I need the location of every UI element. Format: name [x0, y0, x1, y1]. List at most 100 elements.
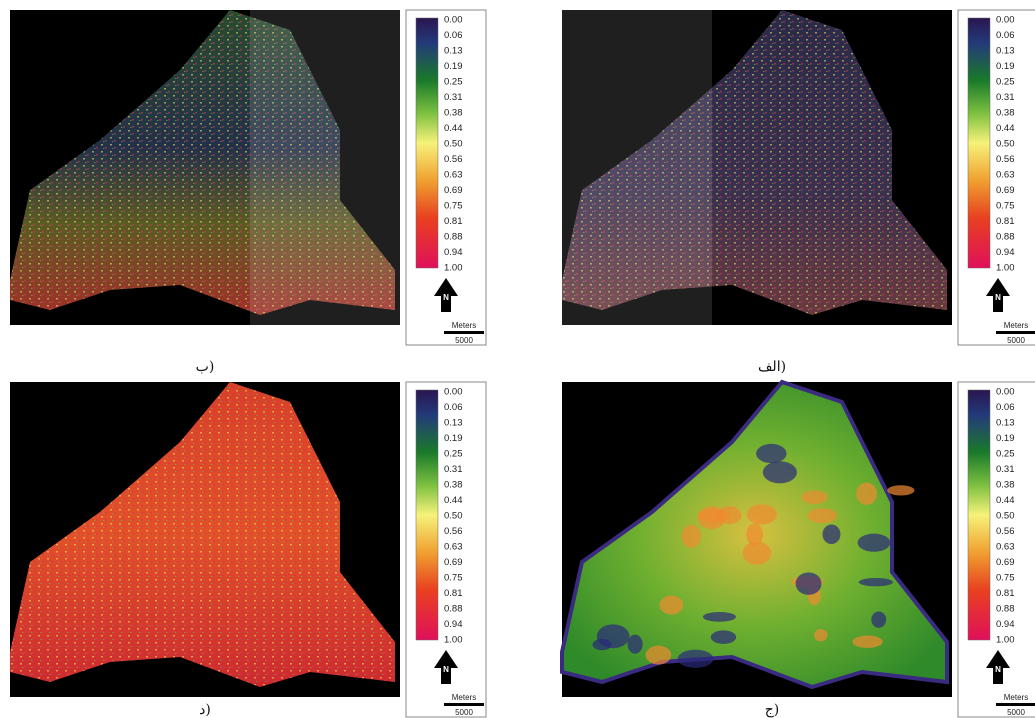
color-ramp — [968, 18, 990, 268]
legend-label: 0.94 — [996, 619, 1015, 630]
legend-label: 0.31 — [996, 464, 1015, 475]
map-blob — [859, 578, 893, 586]
scale-bar — [444, 703, 484, 706]
legend-label: 1.00 — [444, 635, 463, 646]
legend-label: 0.56 — [996, 526, 1015, 537]
legend-label: 0.69 — [996, 557, 1015, 568]
scale-unit: Meters — [1004, 321, 1028, 330]
color-ramp — [416, 390, 438, 640]
legend-label: 0.38 — [444, 108, 463, 119]
map-blob — [628, 635, 643, 654]
legend-label: 0.88 — [996, 604, 1015, 615]
scale-value: 5000 — [1007, 708, 1025, 717]
legend-label: 0.06 — [996, 30, 1015, 41]
map-blob — [856, 483, 877, 505]
legend-label: 0.31 — [444, 464, 463, 475]
legend-label: 0.56 — [996, 154, 1015, 165]
legend-label: 0.88 — [444, 232, 463, 243]
legend-label: 0.13 — [444, 46, 463, 57]
watermark-overlay — [562, 10, 712, 325]
map-blob — [756, 444, 786, 463]
legend-label: 0.00 — [996, 15, 1015, 26]
legend-label: 0.31 — [996, 92, 1015, 103]
legend-label: 1.00 — [996, 635, 1015, 646]
north-label: N — [443, 665, 449, 674]
legend-label: 0.56 — [444, 154, 463, 165]
legend: 0.000.060.130.190.250.310.380.440.500.56… — [958, 382, 1035, 717]
legend-label: 0.50 — [444, 139, 463, 150]
legend-label: 0.81 — [444, 216, 463, 227]
map-blob — [717, 506, 742, 524]
map-blob — [887, 485, 914, 495]
map-blob — [743, 542, 772, 565]
scale-bar — [996, 331, 1035, 334]
map-blob — [747, 504, 777, 524]
map-blob — [858, 534, 891, 552]
legend-label: 0.81 — [996, 588, 1015, 599]
legend-label: 0.13 — [996, 418, 1015, 429]
legend-label: 0.63 — [444, 542, 463, 553]
map-blob — [871, 612, 886, 628]
legend-label: 0.94 — [444, 619, 463, 630]
legend-label: 0.13 — [996, 46, 1015, 57]
map-blob — [814, 629, 827, 641]
map-panel: 0.000.060.130.190.250.310.380.440.500.56… — [10, 382, 486, 718]
legend-label: 0.75 — [996, 573, 1015, 584]
color-ramp — [968, 390, 990, 640]
color-ramp — [416, 18, 438, 268]
scale-unit: Meters — [452, 693, 476, 702]
legend-label: 0.44 — [996, 123, 1015, 134]
panel-caption: ج) — [765, 702, 780, 718]
map-panel: 0.000.060.130.190.250.310.380.440.500.56… — [10, 10, 486, 375]
figure: 0.00 0.06 0.13 0.19 0.25 0.31 0.38 0.44 0.50 0.56… — [0, 0, 1035, 718]
legend-label: 0.44 — [444, 495, 463, 506]
watermark-overlay — [250, 10, 400, 325]
legend-label: 0.69 — [444, 557, 463, 568]
legend-label: 0.19 — [996, 61, 1015, 72]
legend-label: 0.69 — [996, 185, 1015, 196]
legend-label: 0.75 — [444, 201, 463, 212]
legend-label: 0.63 — [996, 542, 1015, 553]
map-blob — [682, 525, 701, 548]
legend-label: 0.25 — [996, 77, 1015, 88]
legend-label: 0.19 — [444, 61, 463, 72]
map-blob — [597, 624, 630, 648]
legend-label: 0.94 — [444, 247, 463, 258]
legend-label: 0.44 — [444, 123, 463, 134]
legend-label: 0.19 — [444, 433, 463, 444]
legend-label: 0.50 — [996, 511, 1015, 522]
map-panel: 0.00 0.06 0.13 0.19 0.25 0.31 0.38 0.44 0.50 0.56… — [562, 10, 1035, 375]
legend-label: 0.81 — [444, 588, 463, 599]
legend-label: 0.75 — [996, 201, 1015, 212]
legend: 0.000.060.130.190.250.310.380.440.500.56… — [406, 10, 486, 345]
legend-label: 0.94 — [996, 247, 1015, 258]
legend-label: 0.50 — [996, 139, 1015, 150]
legend-label: 0.38 — [996, 108, 1015, 119]
legend-label: 0.88 — [996, 232, 1015, 243]
legend-label: 0.88 — [444, 604, 463, 615]
scale-unit: Meters — [1004, 693, 1028, 702]
panel-caption: ب) — [196, 359, 215, 375]
panel-caption: الف) — [758, 359, 786, 375]
scale-value: 5000 — [455, 708, 473, 717]
map-blob — [711, 630, 736, 644]
legend-label: 0.38 — [444, 480, 463, 491]
legend-label: 0.56 — [444, 526, 463, 537]
map-blob — [646, 646, 672, 665]
scale-bar — [996, 703, 1035, 706]
scale-value: 5000 — [1007, 336, 1025, 345]
map-blob — [852, 636, 882, 648]
map-blob — [678, 650, 714, 668]
legend-label: 0.69 — [444, 185, 463, 196]
north-label: N — [995, 665, 1001, 674]
map-blob — [801, 490, 827, 504]
map-blob — [763, 461, 797, 483]
scale-bar — [444, 331, 484, 334]
legend-label: 0.31 — [444, 92, 463, 103]
legend-label: 0.81 — [996, 216, 1015, 227]
map-panel: 0.000.060.130.190.250.310.380.440.500.56… — [562, 382, 1035, 718]
legend: 0.000.060.130.190.250.310.380.440.500.56… — [406, 382, 486, 717]
legend-label: 0.38 — [996, 480, 1015, 491]
legend-label: 0.06 — [444, 30, 463, 41]
legend-label: 1.00 — [444, 263, 463, 274]
